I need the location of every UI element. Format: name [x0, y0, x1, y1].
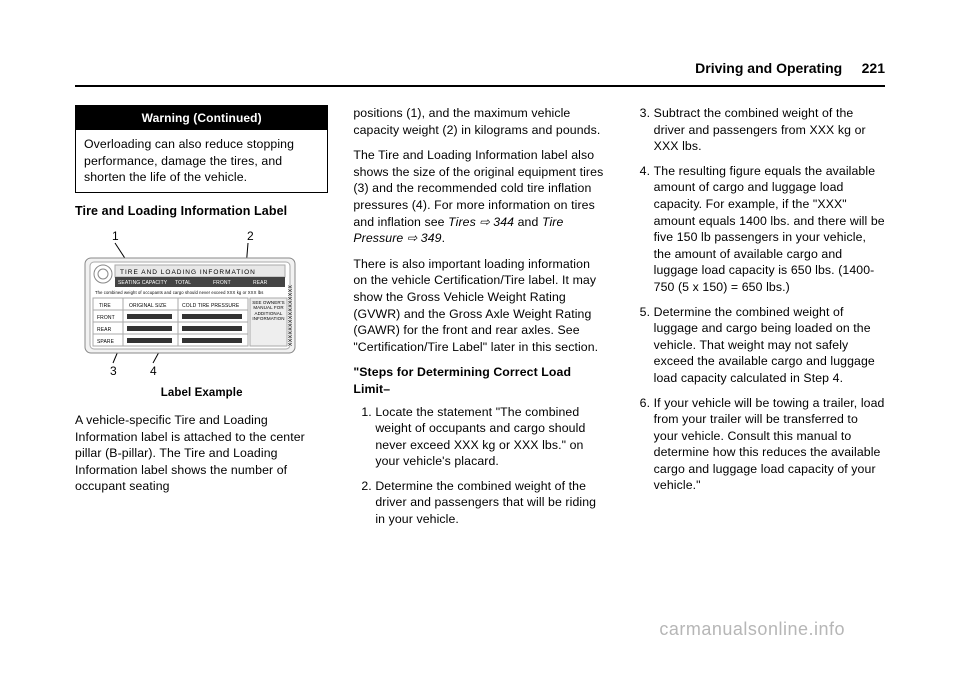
steps-heading: "Steps for Determining Correct Load Limi…	[353, 364, 606, 397]
header-rule	[75, 85, 885, 87]
th-pressure: COLD TIRE PRESSURE	[182, 303, 240, 309]
step-1: Locate the statement "The combined weigh…	[375, 404, 606, 470]
step-3: Subtract the combined weight of the driv…	[654, 105, 885, 155]
warning-body: Overloading can also reduce stopping per…	[76, 130, 327, 192]
placard-title: TIRE AND LOADING INFORMATION	[120, 269, 256, 276]
owner-manual-box: SEE OWNER'S MANUAL FOR ADDITIONAL INFORM…	[251, 300, 286, 322]
th-size: ORIGINAL SIZE	[129, 303, 167, 309]
row-front: FRONT	[97, 315, 115, 321]
col2-p3: There is also important loading informat…	[353, 256, 606, 356]
callout-2: 2	[247, 229, 254, 243]
warning-box: Warning (Continued) Overloading can also…	[75, 105, 328, 193]
manual-page: Driving and Operating 221 Warning (Conti…	[0, 0, 960, 678]
seating-rear: REAR	[253, 280, 268, 286]
label-diagram: 1 2 3 4 TIRE AND	[75, 228, 328, 383]
step-6: If your vehicle will be towing a trailer…	[654, 395, 885, 495]
page-header: Driving and Operating 221	[695, 60, 885, 76]
col2-p2c: and	[514, 215, 542, 229]
steps-list-b: Subtract the combined weight of the driv…	[632, 105, 885, 494]
warning-title: Warning (Continued)	[76, 106, 327, 130]
row-spare: SPARE	[97, 339, 115, 345]
steps-list-a: Locate the statement "The combined weigh…	[353, 404, 606, 528]
col2-p1: positions (1), and the maximum vehicle c…	[353, 105, 606, 138]
link-tires: Tires ⇨ 344	[448, 215, 514, 229]
page-number: 221	[862, 60, 885, 76]
th-tire: TIRE	[99, 303, 111, 309]
step-5: Determine the combined weight of luggage…	[654, 304, 885, 387]
seating-front: FRONT	[213, 280, 231, 286]
col2-p2e: .	[442, 231, 446, 245]
col2-p2: The Tire and Loading Information label a…	[353, 147, 606, 247]
step-2: Determine the combined weight of the dri…	[375, 478, 606, 528]
watermark: carmanualsonline.info	[659, 619, 845, 640]
svg-text:XXXXXXXXXXXXXXXX: XXXXXXXXXXXXXXXX	[288, 284, 294, 346]
label-caption: Label Example	[75, 386, 328, 402]
col1-para1: A vehicle-specific Tire and Loading Info…	[75, 412, 328, 495]
weight-note: The combined weight of occupants and car…	[95, 290, 263, 295]
seating-total: TOTAL	[175, 280, 191, 286]
callout-3: 3	[110, 364, 117, 378]
tire-label-svg: 1 2 3 4 TIRE AND	[75, 228, 305, 378]
column-3: Subtract the combined weight of the driv…	[632, 105, 885, 638]
column-1: Warning (Continued) Overloading can also…	[75, 105, 328, 638]
callout-1: 1	[112, 229, 119, 243]
seating-label: SEATING CAPACITY	[118, 280, 168, 286]
tire-label-heading: Tire and Loading Information Label	[75, 203, 328, 220]
step-4: The resulting figure equals the availabl…	[654, 163, 885, 296]
content-columns: Warning (Continued) Overloading can also…	[75, 105, 885, 638]
section-title: Driving and Operating	[695, 60, 842, 76]
row-rear: REAR	[97, 327, 112, 333]
callout-4: 4	[150, 364, 157, 378]
column-2: positions (1), and the maximum vehicle c…	[353, 105, 606, 638]
